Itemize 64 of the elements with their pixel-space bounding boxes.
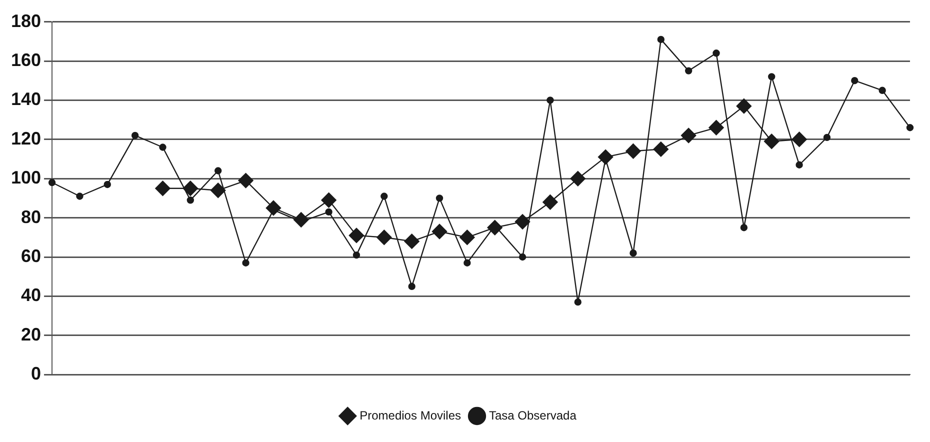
- point: [159, 144, 166, 151]
- point: [352, 251, 360, 259]
- point: [518, 253, 526, 261]
- y-tick-label: 60: [21, 246, 42, 266]
- point: [266, 200, 282, 216]
- point: [104, 180, 111, 188]
- point: [712, 50, 720, 57]
- point: [546, 96, 554, 104]
- y-tick-label: 0: [31, 364, 42, 384]
- point: [214, 167, 222, 174]
- point: [680, 128, 696, 144]
- point: [792, 132, 807, 147]
- point: [684, 67, 692, 74]
- y-tick-label: 40: [21, 285, 42, 306]
- point: [570, 171, 586, 186]
- point: [514, 214, 530, 230]
- point: [657, 36, 665, 44]
- point: [321, 192, 336, 208]
- point: [48, 178, 56, 186]
- point: [325, 208, 332, 216]
- point: [348, 228, 364, 244]
- point: [823, 134, 831, 142]
- point: [182, 180, 198, 196]
- point: [542, 194, 558, 210]
- point: [768, 73, 776, 80]
- y-tick-label: 100: [10, 168, 42, 188]
- point: [294, 212, 309, 228]
- point: [76, 192, 84, 200]
- point: [380, 192, 388, 200]
- point: [906, 124, 914, 132]
- point: [598, 149, 614, 165]
- point: [878, 86, 886, 94]
- point: [653, 142, 669, 157]
- point: [436, 194, 444, 202]
- point: [796, 161, 803, 168]
- point: [186, 196, 194, 204]
- y-tick-label: 120: [10, 128, 42, 148]
- point: [210, 182, 226, 198]
- point: [736, 98, 752, 114]
- point: [487, 220, 502, 236]
- point: [464, 259, 471, 266]
- point: [851, 77, 858, 84]
- point: [740, 224, 748, 232]
- y-tick-label: 160: [10, 50, 42, 70]
- legend-label: Promedios Moviles: [360, 408, 461, 422]
- point: [460, 230, 475, 245]
- point: [432, 224, 448, 240]
- point: [131, 132, 139, 140]
- legend-label: Tasa Observada: [488, 408, 577, 422]
- point: [238, 172, 254, 188]
- point: [630, 249, 637, 257]
- point: [404, 234, 420, 249]
- point: [155, 180, 170, 196]
- y-tick-label: 80: [21, 206, 42, 227]
- point: [376, 230, 392, 245]
- point: [242, 259, 250, 266]
- point: [574, 298, 582, 306]
- y-tick-label: 180: [10, 10, 42, 31]
- point: [626, 144, 641, 159]
- y-tick-label: 20: [21, 324, 42, 344]
- point: [408, 282, 416, 290]
- point: [764, 134, 780, 149]
- point: [708, 120, 724, 136]
- y-tick-label: 140: [10, 89, 42, 110]
